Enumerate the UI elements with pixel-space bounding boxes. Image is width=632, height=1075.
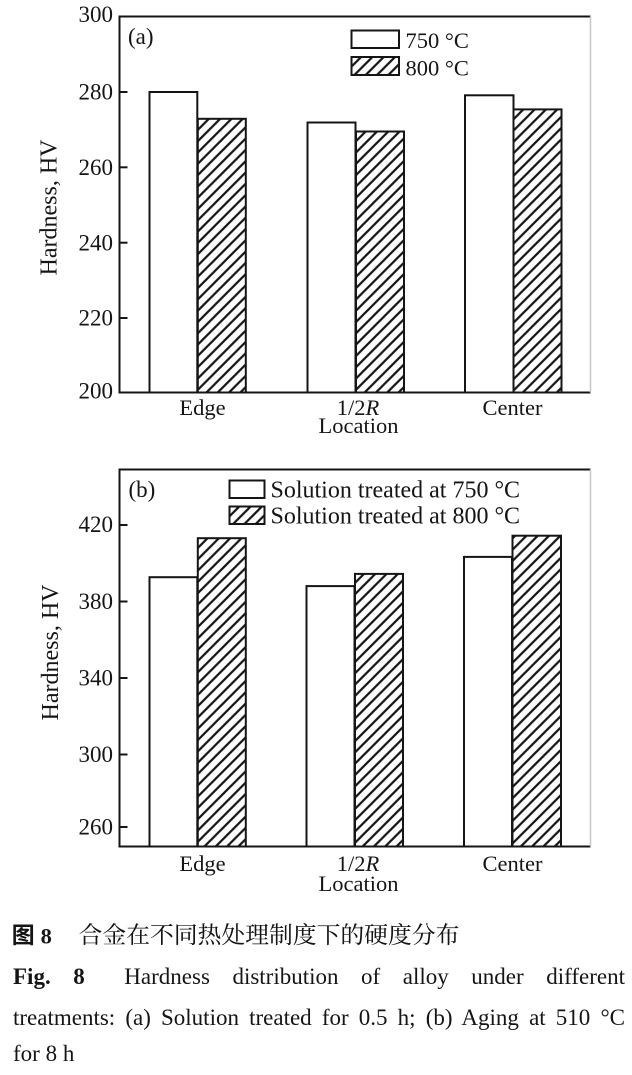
svg-text:380: 380 (79, 589, 114, 614)
svg-text:Edge: Edge (179, 851, 225, 876)
svg-text:280: 280 (79, 80, 114, 105)
svg-text:Solution treated at 800 °C: Solution treated at 800 °C (271, 504, 521, 530)
svg-text:Edge: Edge (179, 395, 225, 420)
svg-text:300: 300 (79, 742, 114, 767)
svg-text:1/2R: 1/2R (337, 395, 380, 420)
svg-text:(b): (b) (129, 477, 156, 502)
svg-text:1/2R: 1/2R (337, 851, 380, 876)
svg-text:Location: Location (319, 871, 399, 896)
svg-text:Solution treated at 750 °C: Solution treated at 750 °C (271, 478, 521, 504)
svg-text:200: 200 (79, 379, 114, 404)
svg-text:800 °C: 800 °C (406, 55, 469, 80)
svg-text:260: 260 (79, 815, 114, 840)
svg-text:340: 340 (79, 666, 114, 691)
svg-text:(a): (a) (128, 24, 154, 49)
svg-text:Center: Center (483, 395, 543, 420)
svg-text:300: 300 (79, 2, 114, 27)
svg-text:420: 420 (79, 512, 114, 537)
svg-text:Center: Center (483, 851, 543, 876)
svg-text:Hardness, HV: Hardness, HV (38, 584, 64, 721)
svg-text:Location: Location (319, 413, 399, 438)
svg-text:220: 220 (79, 306, 114, 331)
svg-text:240: 240 (79, 230, 114, 255)
svg-text:260: 260 (79, 155, 114, 180)
svg-text:750 °C: 750 °C (406, 28, 469, 53)
svg-text:Hardness, HV: Hardness, HV (37, 139, 63, 276)
svg-text:8: 8 (41, 924, 52, 949)
